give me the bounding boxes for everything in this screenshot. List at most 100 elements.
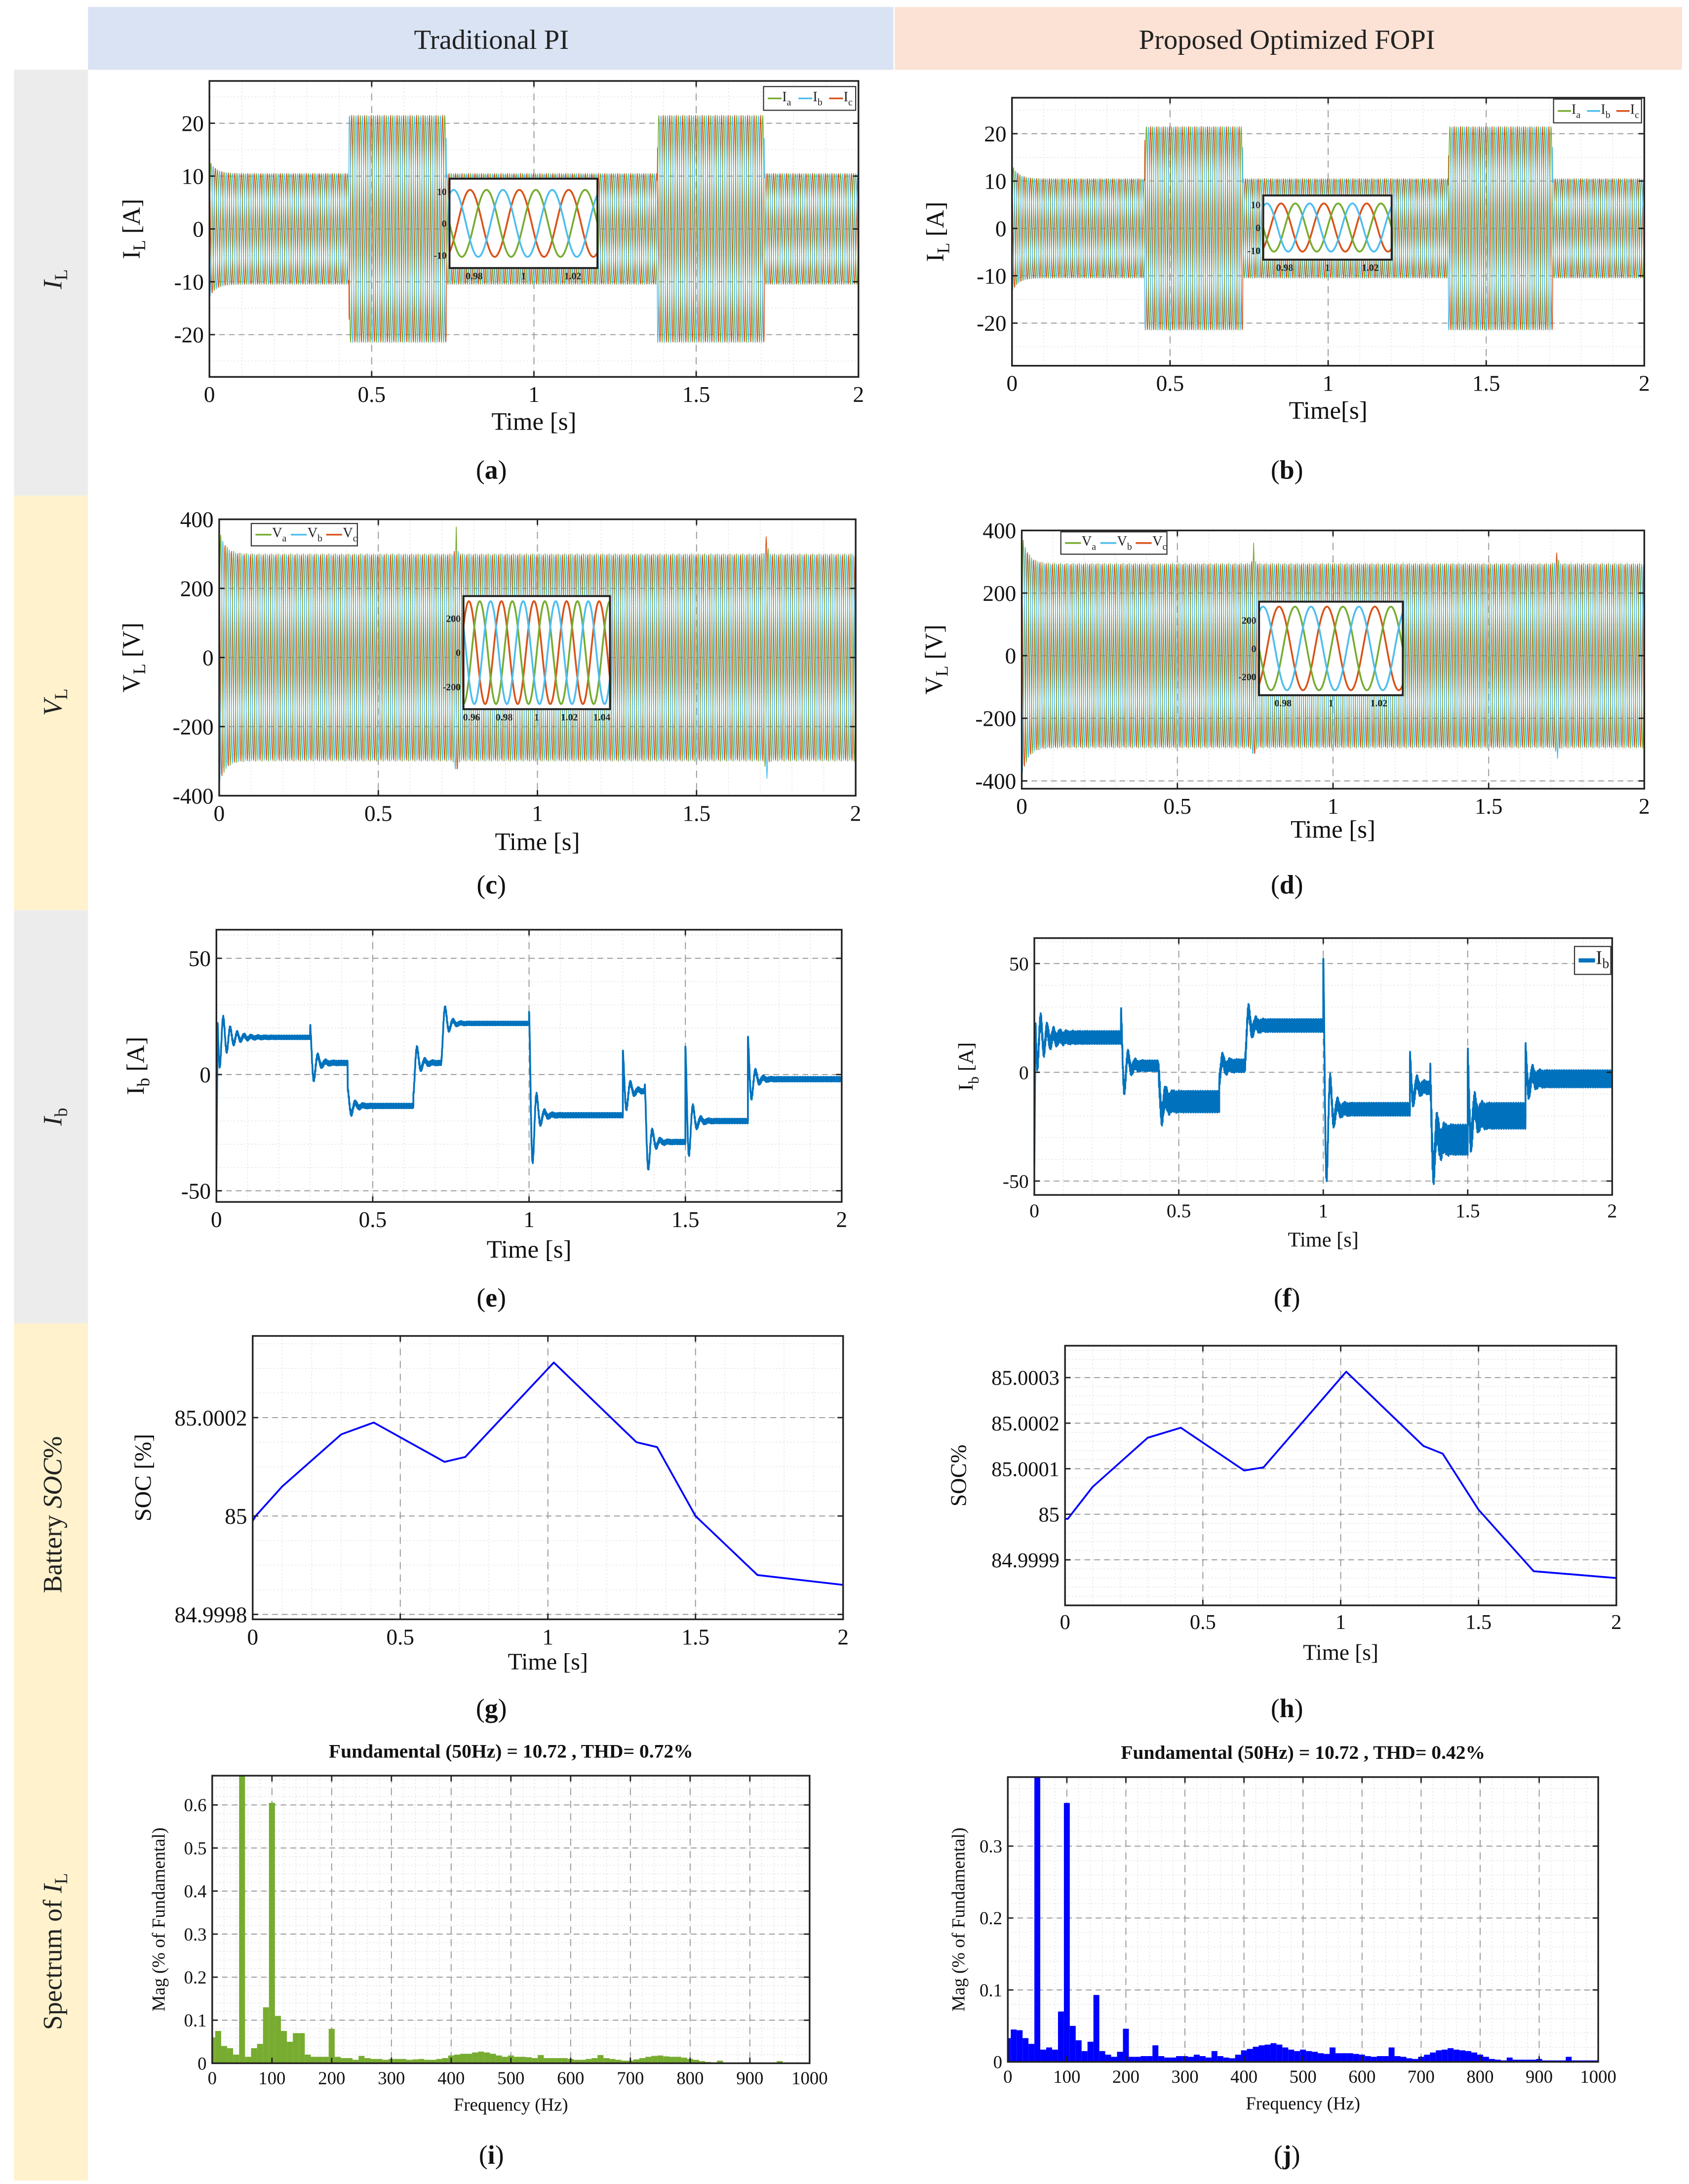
spectrum-bar <box>1294 2051 1300 2062</box>
spectrum-bar <box>1034 1777 1041 2062</box>
legend-label: Vb <box>1117 534 1132 552</box>
data-layer <box>212 1776 810 2064</box>
spectrum-bar <box>227 2048 234 2064</box>
spectrum-bar <box>1276 2044 1283 2062</box>
inset-zoom: 0.96 0.98 1 1.02 1.04 -200 0 200 <box>443 595 611 723</box>
spectrum-bar <box>430 2060 436 2064</box>
spectrum-bar <box>633 2059 639 2064</box>
y-tick-label: 0 <box>1019 1062 1029 1083</box>
x-tick-label: 1 <box>1328 794 1339 819</box>
spectrum-bar <box>1347 2053 1353 2062</box>
x-tick-label: 0 <box>1029 1200 1039 1222</box>
subfigure-caption: (d) <box>1271 870 1303 899</box>
caption-paren: ) <box>498 455 507 485</box>
x-axis-label: Time [s] <box>1303 1640 1378 1665</box>
spectrum-bar <box>364 2058 371 2064</box>
spectrum-bar <box>1494 2060 1501 2062</box>
spectrum-bar <box>1394 2056 1401 2062</box>
row-label: IL <box>38 269 71 289</box>
spectrum-bar <box>1075 2040 1082 2062</box>
x-tick-label: 0 <box>1060 1611 1070 1634</box>
subfigure-caption: (e) <box>476 1283 506 1312</box>
y-tick-label: 85.0002 <box>175 1406 247 1430</box>
spectrum-title: Fundamental (50Hz) = 10.72 , THD= 0.42% <box>1121 1742 1485 1763</box>
caption-paren: ( <box>476 870 485 899</box>
y-axis-label-sub: L <box>932 666 952 676</box>
caption-letter: f <box>1283 1283 1292 1312</box>
legend-label: Ib <box>1596 947 1609 971</box>
x-axis-label: Time [s] <box>508 1649 588 1675</box>
legend-label: Ic <box>844 89 853 108</box>
spectrum-bar <box>645 2057 652 2064</box>
spectrum-bar <box>1400 2057 1407 2062</box>
y-tick-label: 0.6 <box>184 1795 207 1815</box>
row-band-il <box>14 70 88 496</box>
spectrum-bar <box>1229 2058 1235 2062</box>
phase-b-trace <box>209 116 859 343</box>
legend-label-sub: b <box>1602 956 1609 971</box>
spectrum-bar <box>311 2057 317 2064</box>
inset-x-tick-label: 0.98 <box>1276 262 1294 273</box>
subfigure-caption: (b) <box>1271 455 1303 485</box>
spectrum-bar <box>1188 2057 1194 2062</box>
inset-y-tick-label: 10 <box>437 187 447 198</box>
phase-c-trace <box>1012 126 1645 330</box>
spectrum-bar <box>1164 2057 1171 2062</box>
spectrum-bar <box>519 2057 526 2064</box>
inset-phase-a-trace <box>1259 605 1403 691</box>
spectrum-bar <box>555 2058 562 2064</box>
y-tick-label: 50 <box>1009 953 1029 975</box>
inset-y-tick-label: 0 <box>442 218 447 229</box>
inset-x-tick-label: 0.98 <box>466 271 483 281</box>
spectrum-bar <box>1524 2060 1531 2062</box>
legend-label-sub: b <box>1606 110 1610 120</box>
caption-paren: ( <box>1271 455 1280 485</box>
y-axis-label: IL [A] <box>118 199 149 259</box>
spectrum-bar <box>1046 2047 1052 2062</box>
legend-label-main: V <box>1152 534 1163 549</box>
spectrum-bar <box>1442 2049 1448 2062</box>
subfigure-caption: (i) <box>479 2140 504 2170</box>
x-tick-label: 700 <box>617 2068 644 2088</box>
x-tick-label: 0.5 <box>1163 794 1191 819</box>
y-axis-label-sub: b <box>966 1076 982 1084</box>
row-label: Ib <box>38 1108 71 1126</box>
inset-y-tick-label: -200 <box>1238 672 1256 683</box>
inset-phase-b-trace <box>1259 605 1403 691</box>
row-label-text: Battery <box>38 1509 67 1593</box>
soc-trace <box>1065 1371 1616 1579</box>
spectrum-bar <box>502 2057 508 2064</box>
spectrum-bar <box>717 2061 723 2064</box>
chart-j: 0 100 200 300 400 500 600 700 800 900 1000 0 0.1 0.2 0… <box>948 1742 1616 2170</box>
row-label-subscript: L <box>51 1873 71 1884</box>
x-tick-label: 1 <box>523 1207 535 1232</box>
spectrum-bar <box>1199 2056 1206 2062</box>
spectrum-bar <box>586 2059 592 2064</box>
spectrum-bar <box>538 2055 544 2064</box>
spectrum-bar <box>1282 2047 1289 2062</box>
spectrum-bar <box>1324 2054 1330 2062</box>
spectrum-bar <box>1087 2041 1094 2062</box>
y-axis-label-main: Mag (% of Fundamental) <box>948 1827 969 2012</box>
row-label: Battery SOC% <box>38 1436 67 1593</box>
y-tick-label: -50 <box>181 1179 211 1203</box>
caption-paren: ) <box>497 870 506 899</box>
spectrum-bar <box>1099 2051 1105 2062</box>
caption-paren: ( <box>1274 2140 1283 2170</box>
spectrum-bar <box>1063 1803 1070 2062</box>
y-tick-label: -200 <box>173 715 214 739</box>
row-label-symbol: I <box>38 279 67 290</box>
inset-y-tick-label: 0 <box>1252 643 1257 654</box>
inset-phase-a-trace <box>463 600 610 705</box>
data-layer <box>252 1361 843 1586</box>
y-axis-label: SOC% <box>946 1444 971 1507</box>
legend-label-main: I <box>782 89 786 105</box>
spectrum-bar <box>358 2056 365 2064</box>
inset-x-tick-label: 1.02 <box>561 712 578 723</box>
inset-x-tick-label: 1 <box>534 712 539 723</box>
x-tick-label: 200 <box>318 2068 345 2088</box>
x-tick-label: 2 <box>853 382 864 407</box>
spectrum-bar <box>1135 2057 1141 2062</box>
